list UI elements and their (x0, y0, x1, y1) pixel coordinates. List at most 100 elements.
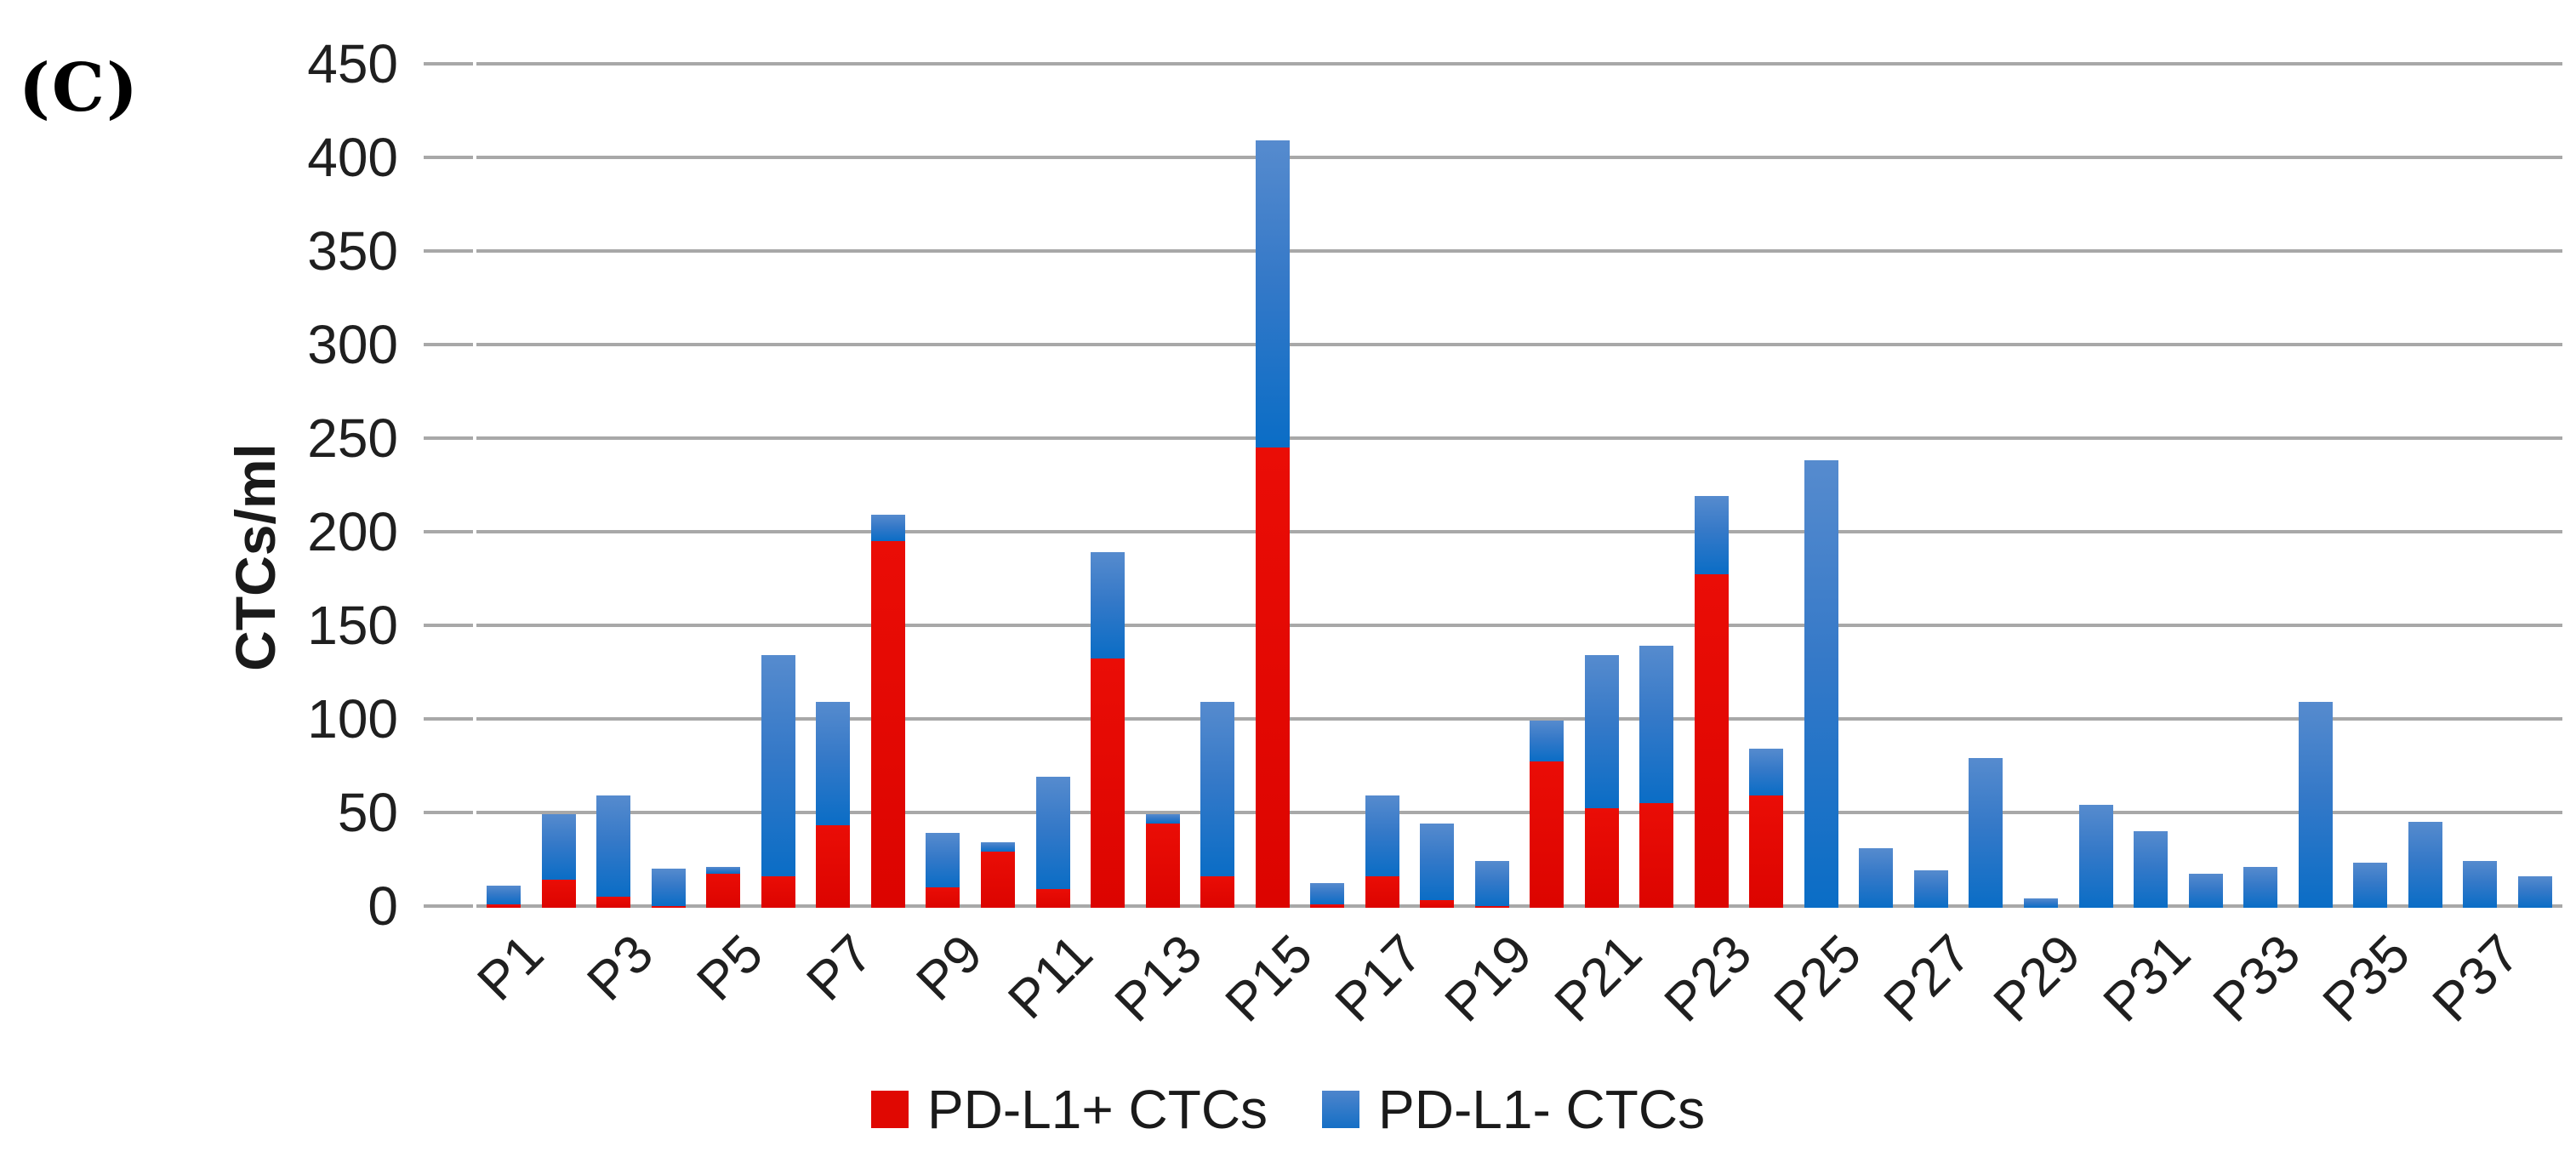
x-tick-label: P9 (905, 923, 994, 1012)
bar-segment-pdl1-positive (981, 852, 1015, 908)
x-tick-label: P15 (1213, 923, 1324, 1034)
y-tick-mark (424, 624, 473, 627)
bar-P15 (1255, 66, 1290, 908)
bar-segment-pdl1-positive (1530, 761, 1564, 908)
bar-segment-pdl1-positive (651, 905, 686, 908)
bar-P20 (1530, 66, 1564, 908)
bar-segment-pdl1-positive (706, 874, 741, 908)
gridline (476, 156, 2562, 159)
y-tick-mark (424, 249, 473, 253)
x-tick-label: P1 (466, 923, 556, 1012)
bar-segment-pdl1-negative (541, 814, 576, 880)
legend: PD-L1+ CTCs PD-L1- CTCs (0, 1082, 2576, 1137)
bar-segment-pdl1-negative (2408, 821, 2442, 908)
bar-P5 (706, 66, 741, 908)
bar-segment-pdl1-positive (1145, 824, 1180, 908)
bar-segment-pdl1-positive (1035, 889, 1070, 908)
bar-segment-pdl1-negative (1749, 749, 1784, 795)
y-tick-label: 250 (307, 408, 398, 469)
bar-segment-pdl1-negative (2078, 805, 2113, 908)
gridline (476, 530, 2562, 533)
x-tick-label: P17 (1324, 923, 1433, 1034)
bar-segment-pdl1-positive (1200, 875, 1235, 908)
y-tick-mark (424, 343, 473, 346)
x-tick-label: P37 (2421, 923, 2532, 1034)
y-tick-mark (424, 436, 473, 440)
bar-segment-pdl1-negative (487, 885, 521, 904)
bar-segment-pdl1-positive (541, 880, 576, 908)
gridline (476, 343, 2562, 346)
gridline (476, 249, 2562, 253)
bar-segment-pdl1-negative (1310, 883, 1345, 904)
bar-segment-pdl1-negative (651, 868, 686, 906)
gridline (476, 717, 2562, 721)
bar-P25 (1804, 66, 1838, 908)
legend-item-pdl1-positive: PD-L1+ CTCs (870, 1079, 1268, 1140)
bar-segment-pdl1-negative (2298, 702, 2333, 908)
bar-P38 (2517, 66, 2552, 908)
pdl1-negative-swatch-icon (1322, 1091, 1360, 1128)
pdl1-positive-swatch-icon (870, 1091, 909, 1128)
bar-segment-pdl1-negative (1530, 721, 1564, 762)
bar-P16 (1310, 66, 1345, 908)
y-tick-label: 0 (368, 875, 398, 937)
bar-segment-pdl1-negative (981, 842, 1015, 852)
bar-segment-pdl1-positive (926, 887, 960, 908)
bar-segment-pdl1-negative (1913, 870, 1948, 908)
bar-segment-pdl1-positive (1474, 905, 1509, 908)
bar-P24 (1749, 66, 1784, 908)
x-tick-label: P3 (576, 923, 665, 1012)
bar-segment-pdl1-negative (1255, 140, 1290, 448)
bar-P19 (1474, 66, 1509, 908)
bar-P4 (651, 66, 686, 908)
bar-segment-pdl1-negative (1365, 795, 1399, 876)
bar-P35 (2353, 66, 2388, 908)
bar-P9 (926, 66, 960, 908)
y-tick-mark (424, 62, 473, 66)
x-tick-label: P5 (686, 923, 775, 1012)
bar-segment-pdl1-positive (1694, 574, 1729, 908)
bar-P28 (1969, 66, 2003, 908)
bar-segment-pdl1-negative (1035, 777, 1070, 889)
bar-segment-pdl1-negative (1694, 496, 1729, 575)
bar-P36 (2408, 66, 2442, 908)
bar-segment-pdl1-negative (1474, 861, 1509, 906)
bar-segment-pdl1-negative (2188, 874, 2223, 908)
gridline (476, 811, 2562, 814)
bar-P31 (2134, 66, 2169, 908)
bar-segment-pdl1-positive (1420, 900, 1455, 908)
bar-segment-pdl1-positive (1255, 447, 1290, 908)
bar-P6 (761, 66, 795, 908)
bar-segment-pdl1-negative (870, 515, 905, 541)
x-tick-label: P11 (997, 923, 1104, 1031)
x-tick-label: P7 (795, 923, 885, 1012)
legend-label: PD-L1- CTCs (1378, 1079, 1706, 1140)
bar-segment-pdl1-negative (1091, 552, 1126, 659)
bar-segment-pdl1-negative (706, 866, 741, 875)
bar-P10 (981, 66, 1015, 908)
bar-P33 (2243, 66, 2278, 908)
gridline (476, 436, 2562, 440)
bar-segment-pdl1-positive (1749, 795, 1784, 908)
bar-P14 (1200, 66, 1235, 908)
bar-segment-pdl1-negative (2353, 863, 2388, 908)
y-tick-label: 50 (337, 782, 398, 843)
legend-label: PD-L1+ CTCs (926, 1079, 1268, 1140)
y-tick-label: 200 (307, 501, 398, 562)
bar-segment-pdl1-positive (1091, 658, 1126, 908)
bar-segment-pdl1-positive (816, 825, 851, 908)
bar-segment-pdl1-negative (2463, 861, 2498, 908)
bar-P29 (2024, 66, 2058, 908)
y-tick-label: 350 (307, 220, 398, 282)
gridline (476, 62, 2562, 66)
bar-P1 (487, 66, 521, 908)
bar-P7 (816, 66, 851, 908)
bar-segment-pdl1-negative (1969, 758, 2003, 908)
y-tick-label: 450 (307, 33, 398, 94)
y-tick-label: 150 (307, 595, 398, 656)
x-tick-label: P19 (1433, 923, 1543, 1034)
bar-segment-pdl1-positive (761, 875, 795, 908)
bar-segment-pdl1-negative (2134, 830, 2169, 908)
bar-segment-pdl1-negative (2024, 898, 2058, 908)
bar-P34 (2298, 66, 2333, 908)
